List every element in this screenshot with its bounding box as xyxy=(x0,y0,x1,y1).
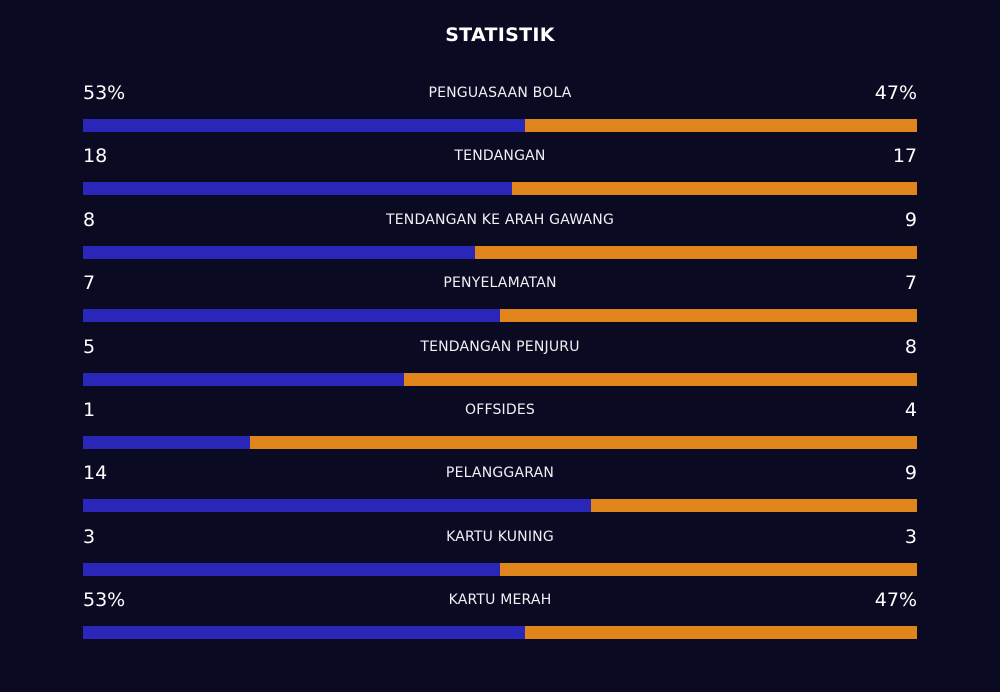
comparison-bar xyxy=(83,626,917,640)
away-bar-segment xyxy=(500,309,917,323)
stat-label: OFFSIDES xyxy=(464,401,535,418)
stat-row: 8 TENDANGAN KE ARAH GAWANG 9 xyxy=(83,208,917,271)
away-bar-segment xyxy=(500,562,917,576)
home-value: 53% xyxy=(83,589,126,612)
stat-label: TENDANGAN KE ARAH GAWANG xyxy=(385,211,614,228)
home-bar-segment xyxy=(83,372,405,386)
home-bar-segment xyxy=(83,309,500,323)
away-bar-segment xyxy=(249,435,917,449)
stat-label: PELANGGARAN xyxy=(445,465,555,482)
comparison-bar xyxy=(83,182,917,196)
stat-row: 3 KARTU KUNING 3 xyxy=(83,525,917,588)
stat-header: 3 KARTU KUNING 3 xyxy=(83,525,917,563)
stat-row: 53% KARTU MERAH 47% xyxy=(83,588,917,651)
away-value: 7 xyxy=(904,272,917,295)
away-value: 4 xyxy=(904,398,917,421)
home-value: 14 xyxy=(83,462,108,485)
stat-label: TENDANGAN xyxy=(454,148,546,165)
stat-row: 1 OFFSIDES 4 xyxy=(83,398,917,461)
stat-row: 18 TENDANGAN 17 xyxy=(83,144,917,207)
away-bar-segment xyxy=(511,182,917,196)
away-bar-segment xyxy=(404,372,917,386)
away-bar-segment xyxy=(474,245,917,259)
home-bar-segment xyxy=(83,182,512,196)
stat-label: PENGUASAAN BOLA xyxy=(428,85,572,101)
comparison-bar xyxy=(83,245,917,259)
home-value: 1 xyxy=(83,398,96,421)
comparison-bar xyxy=(83,309,917,323)
home-value: 18 xyxy=(83,145,108,168)
stat-row: 5 TENDANGAN PENJURU 8 xyxy=(83,335,917,398)
home-value: 3 xyxy=(83,525,96,548)
home-value: 7 xyxy=(83,272,96,295)
stat-header: 8 TENDANGAN KE ARAH GAWANG 9 xyxy=(83,208,917,246)
stat-header: 53% KARTU MERAH 47% xyxy=(83,588,917,626)
away-value: 8 xyxy=(904,335,917,358)
stat-label: KARTU MERAH xyxy=(448,592,552,609)
comparison-bar xyxy=(83,119,917,132)
stat-row: 7 PENYELAMATAN 7 xyxy=(83,271,917,334)
away-value: 9 xyxy=(904,462,917,485)
stat-label: KARTU KUNING xyxy=(446,528,554,545)
stat-header: 1 OFFSIDES 4 xyxy=(83,398,917,436)
home-bar-segment xyxy=(83,562,500,576)
home-bar-segment xyxy=(83,245,475,259)
comparison-bar xyxy=(83,372,917,386)
stat-list: 53% PENGUASAAN BOLA 47% 18 TENDANGAN 1 7 … xyxy=(83,81,917,652)
comparison-bar xyxy=(83,562,917,576)
away-value: 3 xyxy=(904,525,917,548)
away-value: 17 xyxy=(892,145,917,168)
comparison-bar xyxy=(83,499,917,513)
home-bar-segment xyxy=(83,626,526,640)
away-bar-segment xyxy=(590,499,917,513)
stat-header: 53% PENGUASAAN BOLA 47% xyxy=(83,81,917,119)
home-bar-segment xyxy=(83,435,250,449)
home-value: 5 xyxy=(83,335,96,358)
away-bar-segment xyxy=(525,119,917,132)
stat-header: 5 TENDANGAN PENJURU 8 xyxy=(83,335,917,373)
stat-header: 7 PENYELAMATAN 7 xyxy=(83,271,917,309)
stat-row: 14 PELANGGARAN 9 xyxy=(83,461,917,524)
away-value: 47% xyxy=(874,82,917,104)
stat-label: TENDANGAN PENJURU xyxy=(420,338,580,355)
away-bar-segment xyxy=(525,626,917,640)
home-value: 8 xyxy=(83,208,96,231)
comparison-bar xyxy=(83,435,917,449)
stat-row: 53% PENGUASAAN BOLA 47% xyxy=(83,81,917,144)
home-value: 53% xyxy=(83,82,126,104)
stat-header: 18 TENDANGAN 17 xyxy=(83,144,917,182)
home-bar-segment xyxy=(83,499,591,513)
away-value: 9 xyxy=(904,208,917,231)
home-bar-segment xyxy=(83,119,526,132)
away-value: 47% xyxy=(874,589,917,612)
stat-label: PENYELAMATAN xyxy=(443,275,557,292)
stat-header: 14 PELANGGARAN 9 xyxy=(83,461,917,499)
panel-title: STATISTIK xyxy=(445,24,555,46)
